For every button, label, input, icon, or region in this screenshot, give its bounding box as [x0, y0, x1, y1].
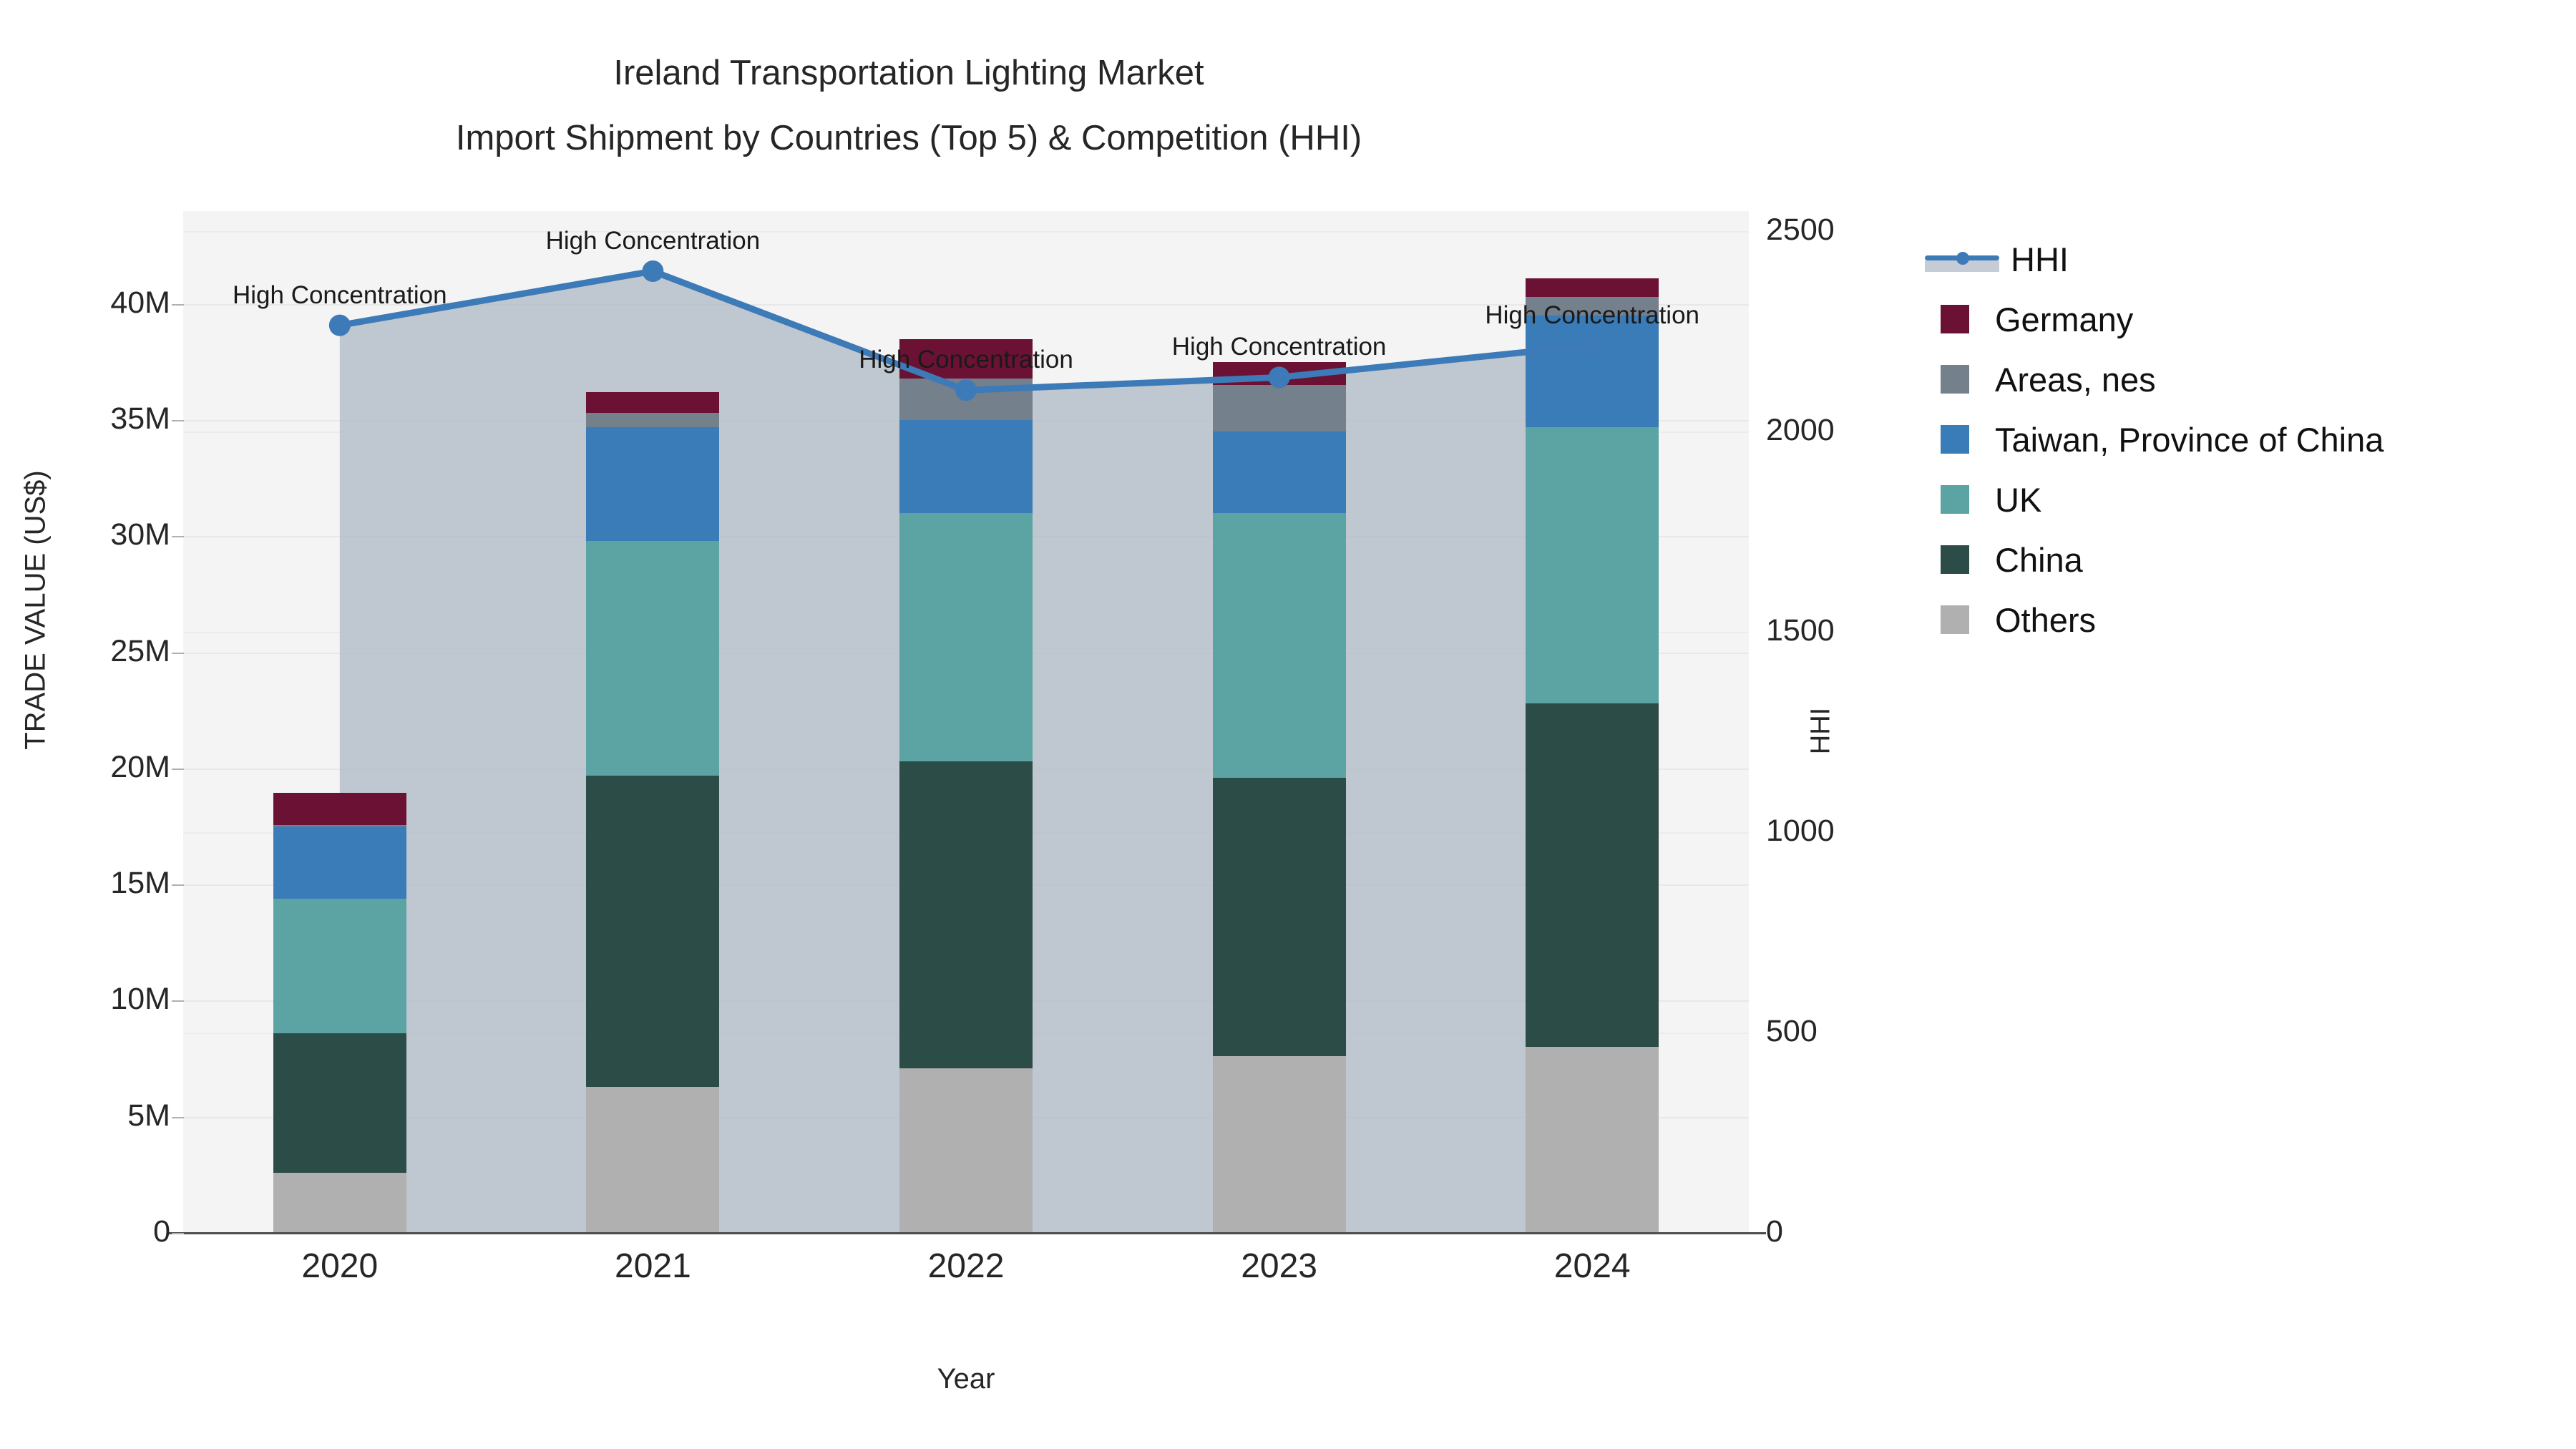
legend-item-label: Areas, nes — [1995, 360, 2156, 399]
y-tick-label-right: 2500 — [1766, 213, 1835, 247]
bar-segment[interactable] — [899, 378, 1033, 421]
bar-segment[interactable] — [899, 761, 1033, 1068]
legend-item[interactable]: Areas, nes — [1925, 349, 2555, 409]
bar-segment[interactable] — [586, 1086, 720, 1233]
bar-segment[interactable] — [899, 512, 1033, 762]
y-tick-mark-left — [172, 536, 184, 538]
y-tick-mark-left — [172, 1000, 184, 1002]
bar-segment[interactable] — [586, 413, 720, 427]
y-tick-mark-left — [172, 420, 184, 422]
gridline-right — [183, 231, 1749, 233]
bar-segment[interactable] — [586, 540, 720, 776]
bar-segment[interactable] — [899, 420, 1033, 513]
bar-segment[interactable] — [1212, 512, 1346, 778]
plot-area — [183, 211, 1749, 1234]
annotation-high-concentration: High Concentration — [859, 346, 1073, 374]
y-tick-label-right: 2000 — [1766, 413, 1835, 447]
legend-swatch-icon — [1941, 305, 1969, 333]
bar-segment[interactable] — [1526, 426, 1659, 704]
legend-line-marker-icon — [1925, 245, 1999, 273]
bar-segment[interactable] — [586, 775, 720, 1087]
bar-segment[interactable] — [1212, 1056, 1346, 1233]
x-tick-label: 2023 — [1241, 1247, 1317, 1285]
bar-segment[interactable] — [1526, 316, 1659, 427]
y-tick-mark-left — [172, 884, 184, 887]
legend-item[interactable]: Germany — [1925, 289, 2555, 349]
bar-segment[interactable] — [273, 825, 406, 827]
y-tick-label-right: 1500 — [1766, 613, 1835, 648]
legend-item[interactable]: HHI — [1925, 229, 2555, 289]
y-tick-mark-left — [172, 1233, 184, 1234]
legend-item[interactable]: UK — [1925, 469, 2555, 530]
y-tick-label-left: 20M — [110, 749, 170, 784]
x-tick-label: 2024 — [1553, 1247, 1631, 1285]
legend-swatch-icon — [1941, 485, 1969, 514]
annotation-high-concentration: High Concentration — [545, 227, 761, 255]
annotation-high-concentration: High Concentration — [1485, 301, 1699, 329]
legend-item-label: Others — [1995, 600, 2097, 639]
bar-segment[interactable] — [1526, 1047, 1659, 1233]
legend-item-label: Germany — [1995, 300, 2134, 338]
bar-segment[interactable] — [899, 1068, 1033, 1233]
legend: HHI Germany Areas, nes Taiwan, Province of … — [1925, 229, 2555, 650]
x-axis-label: Year — [937, 1363, 995, 1395]
y-tick-label-right: 1000 — [1766, 814, 1835, 848]
bar-segment[interactable] — [273, 1033, 406, 1173]
y-tick-label-left: 25M — [110, 633, 170, 668]
x-axis-line — [183, 1232, 1749, 1234]
y-tick-label-right: 0 — [1766, 1214, 1783, 1249]
x-tick-label: 2022 — [927, 1247, 1005, 1285]
bar-segment[interactable] — [273, 826, 406, 899]
bar-segment[interactable] — [273, 1172, 406, 1233]
chart-title: Ireland Transportation Lighting Market — [613, 54, 1204, 92]
legend-item-label: Taiwan, Province of China — [1995, 420, 2384, 459]
y-tick-label-left: 5M — [127, 1098, 170, 1133]
legend-item[interactable]: China — [1925, 530, 2555, 590]
legend-item-label: HHI — [2011, 240, 2069, 278]
page-title: Ireland Transportation Lighting Market I… — [0, 56, 1818, 156]
x-tick-label: 2021 — [615, 1247, 691, 1285]
chart-subtitle: Import Shipment by Countries (Top 5) & C… — [455, 119, 1362, 157]
legend-item-label: UK — [1995, 480, 2042, 519]
y-axis-label-right: HHI — [1805, 707, 1836, 755]
y-tick-label-left: 30M — [110, 517, 170, 552]
y-tick-mark-left — [172, 303, 184, 306]
bar-segment[interactable] — [1212, 777, 1346, 1057]
legend-item[interactable]: Others — [1925, 590, 2555, 650]
bar-segment[interactable] — [1212, 361, 1346, 386]
legend-swatch-icon — [1941, 365, 1969, 394]
legend-swatch-icon — [1941, 605, 1969, 634]
bar-segment[interactable] — [1212, 431, 1346, 513]
bar-segment[interactable] — [1526, 703, 1659, 1048]
annotation-high-concentration: High Concentration — [1171, 333, 1387, 361]
legend-item[interactable]: Taiwan, Province of China — [1925, 409, 2555, 469]
x-tick-label: 2020 — [301, 1247, 379, 1285]
y-tick-label-left: 15M — [110, 866, 170, 901]
bar-segment[interactable] — [586, 426, 720, 541]
y-tick-mark-left — [172, 768, 184, 770]
y-axis-zero-tick-right — [1749, 1232, 1766, 1234]
y-tick-mark-left — [172, 652, 184, 654]
y-tick-mark-left — [172, 1116, 184, 1118]
y-tick-label-right: 500 — [1766, 1014, 1818, 1048]
bar-segment[interactable] — [586, 392, 720, 414]
bar-segment[interactable] — [273, 898, 406, 1033]
bar-segment[interactable] — [1212, 385, 1346, 432]
y-tick-label-left: 40M — [110, 285, 170, 320]
y-tick-label-left: 0 — [153, 1214, 170, 1249]
bar-segment[interactable] — [273, 792, 406, 826]
legend-item-label: China — [1995, 540, 2083, 579]
y-tick-label-left: 10M — [110, 982, 170, 1017]
annotation-high-concentration: High Concentration — [232, 280, 447, 309]
y-tick-label-left: 35M — [110, 401, 170, 436]
bar-segment[interactable] — [1526, 278, 1659, 298]
legend-swatch-icon — [1941, 545, 1969, 574]
legend-swatch-icon — [1941, 425, 1969, 454]
